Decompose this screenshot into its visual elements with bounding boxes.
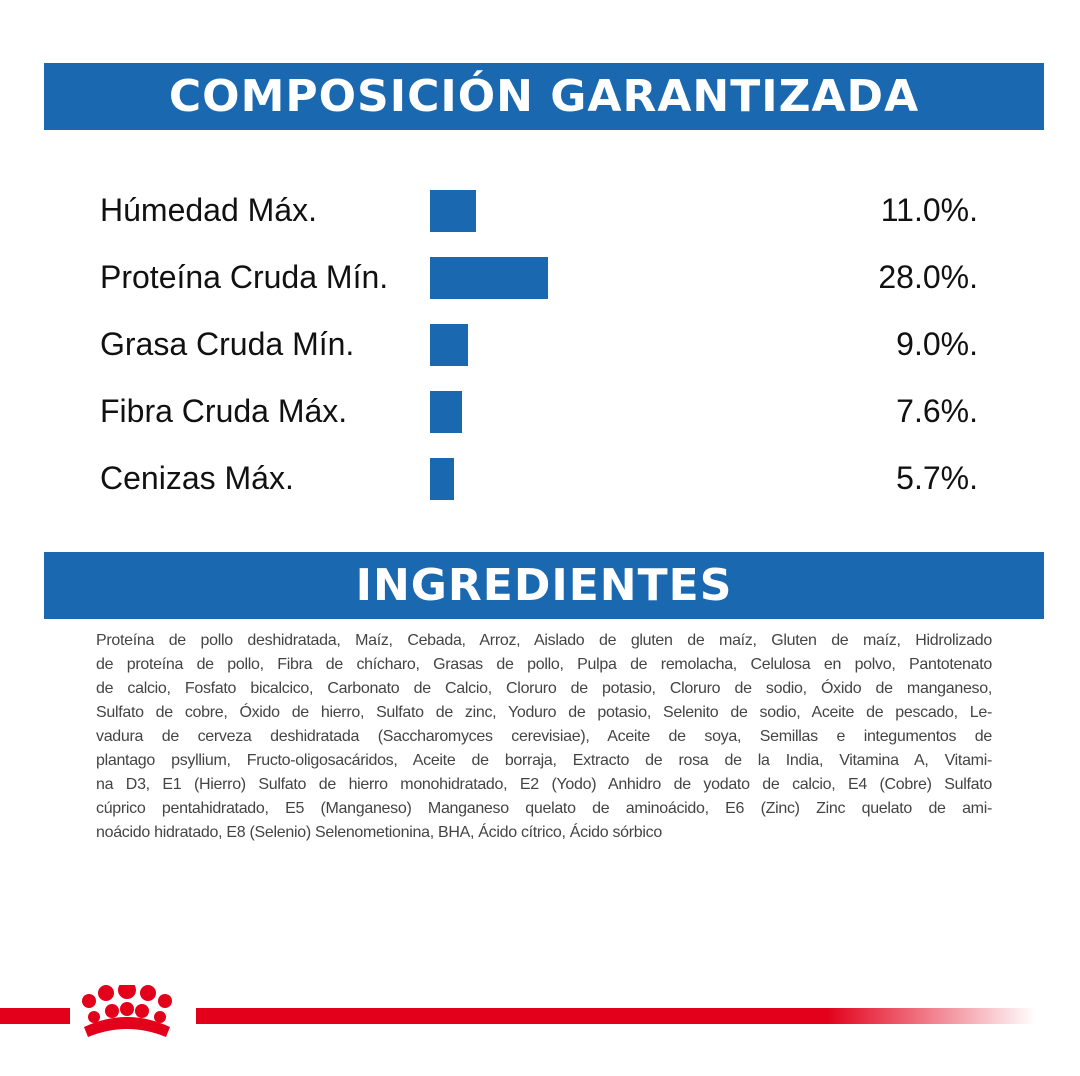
value-label: 11.0%.: [880, 192, 978, 228]
brand-footer: [0, 985, 1036, 1037]
ingredients-line: noácido hidratado, E8 (Selenio) Selenome…: [96, 824, 662, 841]
ingredients-line: de proteína de pollo, Fibra de chícharo,…: [96, 656, 992, 673]
ingredients-band: INGREDIENTES: [44, 552, 1044, 619]
category-label: Fibra Cruda Máx.: [100, 393, 348, 429]
ingredients-line: plantago psyllium, Fructo-oligosacáridos…: [96, 752, 992, 769]
value-label: 7.6%.: [896, 393, 978, 429]
bar: [430, 324, 468, 366]
ingredients-line: Sulfato de cobre, Óxido de hierro, Sulfa…: [96, 704, 992, 721]
value-label: 9.0%.: [896, 326, 978, 362]
bar: [430, 190, 477, 232]
title-band: COMPOSICIÓN GARANTIZADA: [44, 63, 1044, 130]
ingredients-line: cúprico pentahidratado, E5 (Manganeso) M…: [96, 800, 992, 817]
ingredients-line: Proteína de pollo deshidratada, Maíz, Ce…: [96, 632, 992, 649]
value-label: 28.0%.: [878, 259, 978, 295]
category-label: Grasa Cruda Mín.: [100, 326, 355, 362]
category-label: Cenizas Máx.: [100, 460, 294, 496]
ingredients-line: na D3, E1 (Hierro) Sulfato de hierro mon…: [96, 776, 992, 793]
ingredients-line: vadura de cerveza deshidratada (Saccharo…: [96, 728, 992, 745]
bar: [430, 391, 462, 433]
value-label: 5.7%.: [896, 460, 978, 496]
bar: [430, 257, 548, 299]
category-label: Proteína Cruda Mín.: [100, 259, 389, 295]
bar: [430, 458, 454, 500]
category-label: Húmedad Máx.: [100, 192, 317, 228]
ingredients-line: de calcio, Fosfato bicalcico, Carbonato …: [96, 680, 992, 697]
